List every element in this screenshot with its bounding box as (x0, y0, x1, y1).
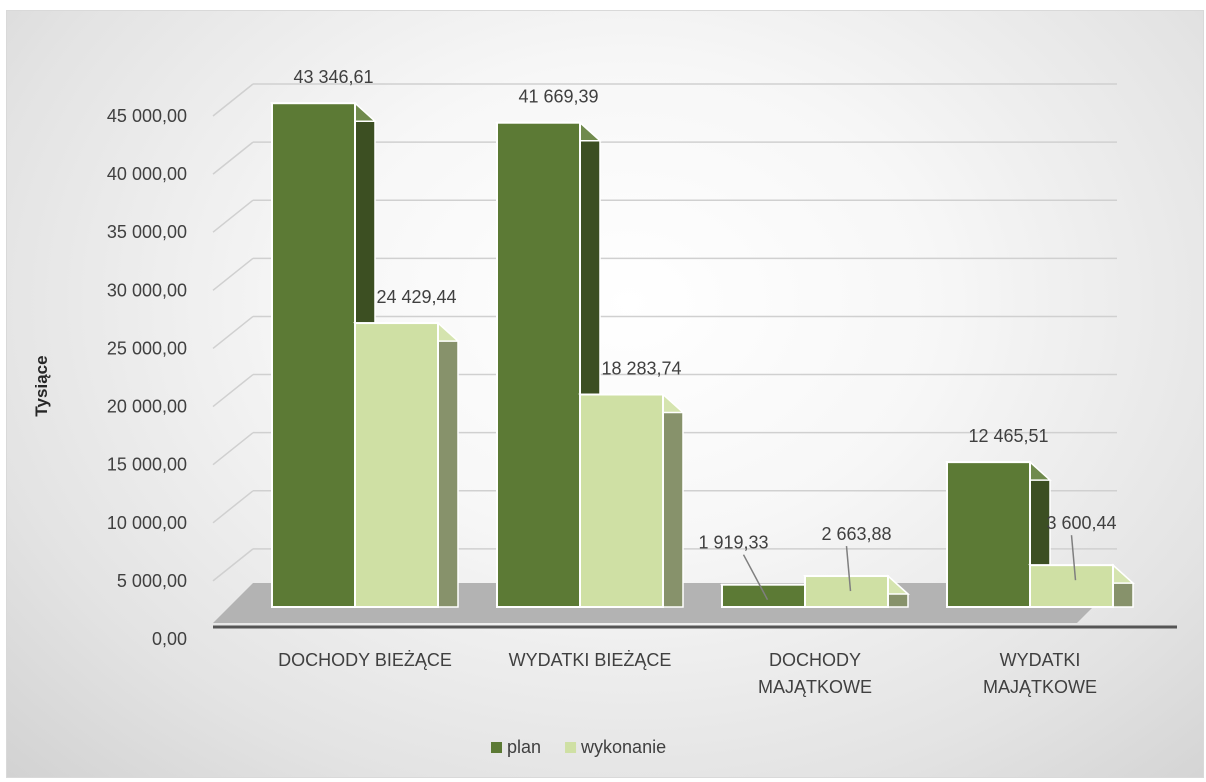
bar-front-face (946, 461, 1031, 608)
y-tick-label: 30 000,00 (107, 280, 187, 300)
bar-chart: 0,00 5 000,00 10 000,00 15 000,00 20 000,00 2… (32, 67, 1177, 757)
data-label: 1 919,33 (698, 533, 768, 553)
gridline (212, 315, 254, 350)
legend-label: plan (507, 737, 541, 757)
gridline (212, 373, 254, 408)
y-tick-label: 0,00 (152, 629, 187, 649)
y-tick-label: 5 000,00 (117, 571, 187, 591)
y-tick-label: 25 000,00 (107, 338, 187, 358)
legend-label: wykonanie (580, 737, 666, 757)
data-labels: 43 346,61 41 669,39 1 919,33 12 465,51 24 42… (293, 67, 1117, 601)
data-label: 43 346,61 (293, 67, 373, 87)
gridline (212, 490, 254, 524)
x-category-label: WYDATKI BIEŻĄCE (509, 650, 672, 670)
bar-wykonanie (353, 321, 460, 608)
gridline (212, 141, 254, 175)
x-category-label: MAJĄTKOWE (983, 677, 1097, 697)
bar-front-face (271, 102, 356, 608)
bar-wykonanie (578, 392, 685, 609)
y-tick-label: 40 000,00 (107, 164, 187, 184)
bar-front-face (721, 583, 806, 608)
gridline (212, 83, 254, 117)
x-axis-categories: DOCHODY BIEŻĄCE WYDATKI BIEŻĄCE DOCHODY MAJ… (278, 650, 1097, 697)
bar-front-face (804, 575, 889, 608)
bar-side-face (662, 392, 684, 608)
y-tick-label: 15 000,00 (107, 455, 187, 475)
gridline (212, 257, 254, 291)
bar-front-face (1029, 564, 1114, 609)
gridline (212, 432, 254, 466)
y-tick-label: 45 000,00 (107, 106, 187, 126)
bar-wykonanie (1028, 563, 1135, 609)
y-tick-label: 35 000,00 (107, 222, 187, 242)
bar-side-face (437, 321, 459, 608)
data-label: 18 283,74 (601, 359, 681, 379)
bar-front-face (496, 121, 581, 609)
y-tick-label: 10 000,00 (107, 513, 187, 533)
bar-front-face (579, 393, 664, 609)
data-label-leader (742, 554, 769, 601)
gridline (212, 548, 254, 582)
bars (270, 101, 1135, 609)
legend-swatch (565, 742, 577, 753)
bar-front-face (354, 322, 439, 608)
data-label-leader (845, 545, 852, 592)
data-label-leader (1070, 535, 1077, 581)
x-category-label: WYDATKI (1000, 650, 1081, 670)
data-label: 2 663,88 (821, 524, 891, 544)
data-label: 24 429,44 (376, 287, 456, 307)
bar-wykonanie (803, 574, 910, 608)
y-tick-label: 20 000,00 (107, 397, 187, 417)
x-category-label: MAJĄTKOWE (758, 677, 872, 697)
gridline (212, 199, 254, 233)
data-label: 3 600,44 (1046, 513, 1116, 533)
x-category-label: DOCHODY BIEŻĄCE (278, 650, 452, 670)
data-label: 41 669,39 (518, 87, 598, 107)
legend: plan wykonanie (491, 737, 666, 757)
legend-swatch (491, 742, 502, 753)
y-axis-ticks: 0,00 5 000,00 10 000,00 15 000,00 20 000,00 2… (107, 106, 187, 649)
bar-plan (495, 121, 602, 609)
chart-area: 0,00 5 000,00 10 000,00 15 000,00 20 000,00 2… (6, 10, 1204, 778)
data-label: 12 465,51 (968, 426, 1048, 446)
x-category-label: DOCHODY (769, 650, 861, 670)
y-axis-title: Tysiące (32, 355, 51, 416)
